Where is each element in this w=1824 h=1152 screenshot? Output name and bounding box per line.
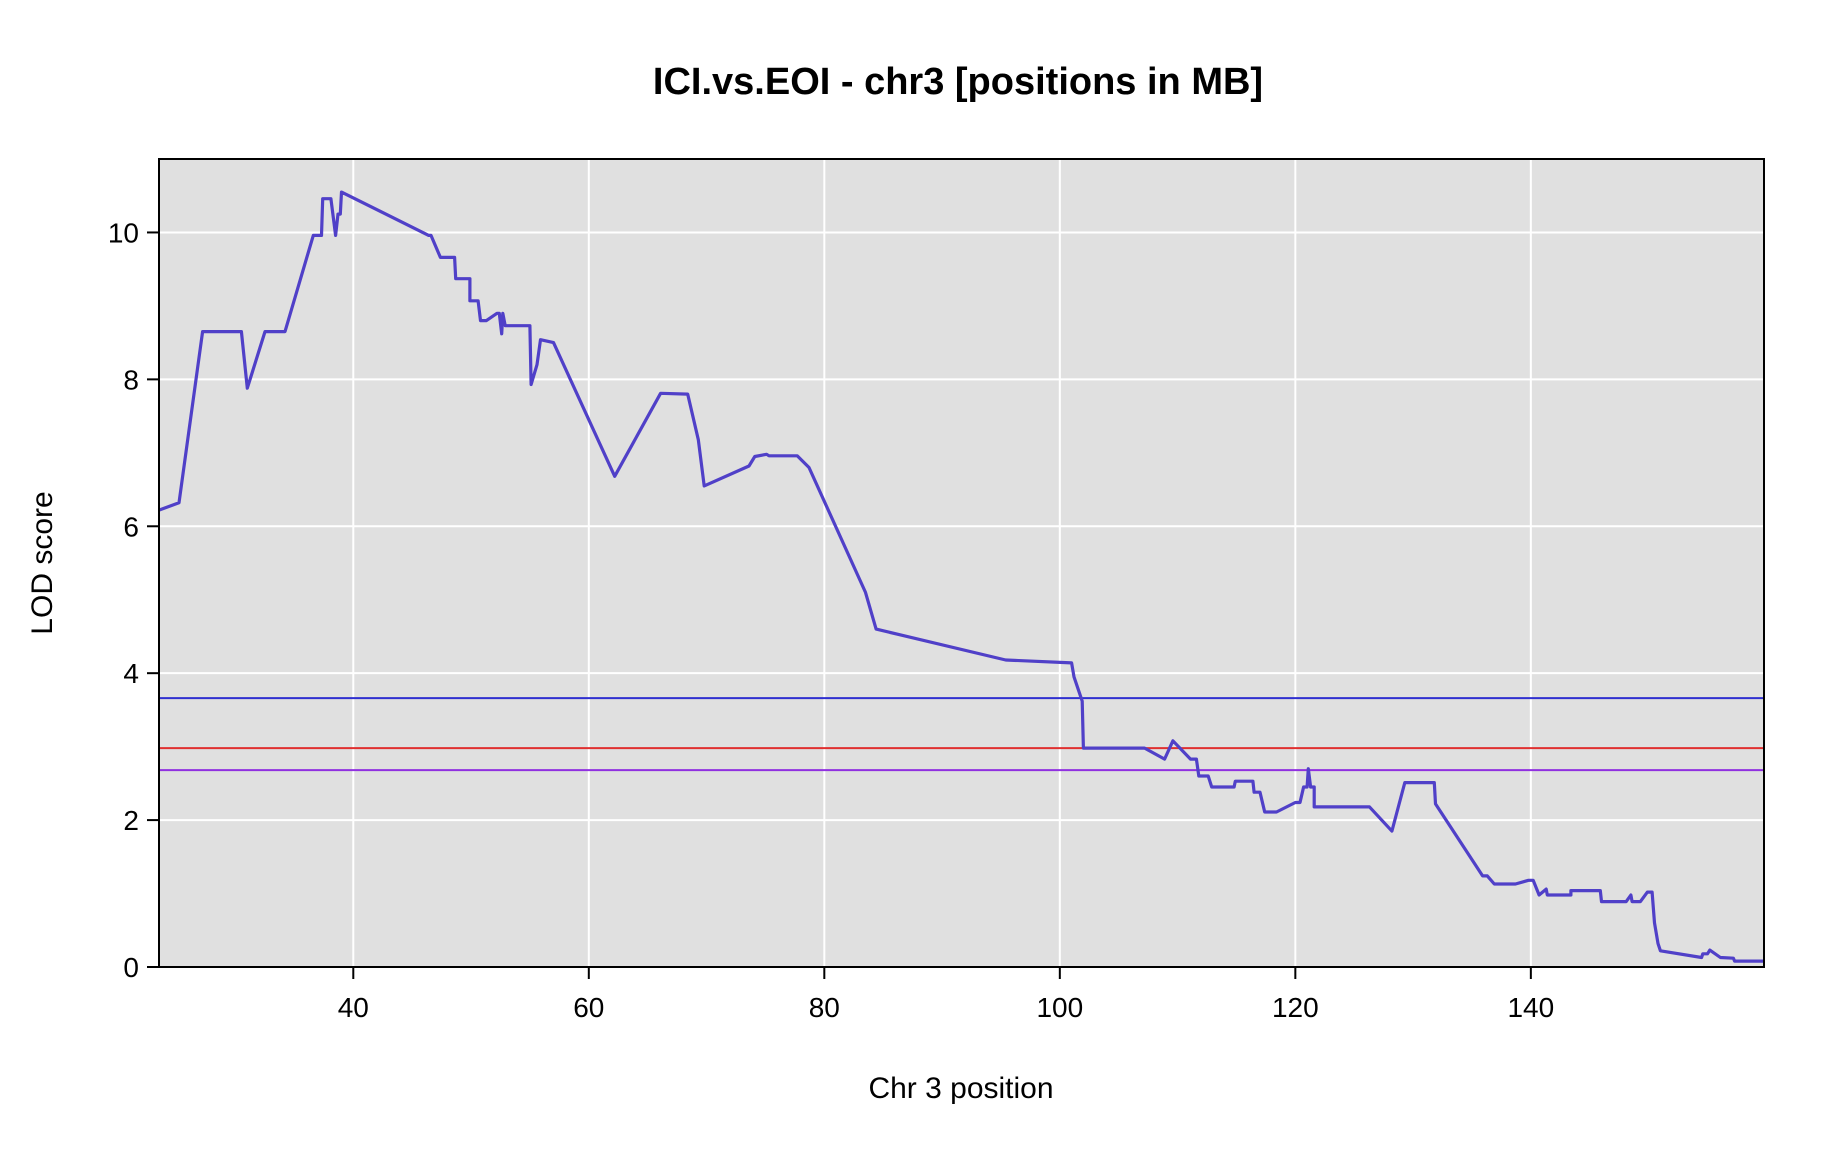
y-axis: 0 2 4 6 8 10: [108, 217, 159, 983]
chart-title: ICI.vs.EOI - chr3 [positions in MB]: [653, 61, 1263, 103]
series-group: [158, 190, 1764, 963]
plot-background: [159, 159, 1764, 967]
x-axis: 40 60 80 100 120 140: [338, 967, 1554, 1023]
y-tick-label: 6: [123, 511, 139, 542]
threshold-lines: [159, 697, 1764, 772]
y-tick-label: 4: [123, 658, 139, 689]
y-axis-label: LOD score: [26, 491, 59, 634]
lod-series-line: [158, 190, 1764, 963]
y-tick-label: 2: [123, 805, 139, 836]
x-tick-label: 100: [1036, 992, 1083, 1023]
x-axis-label: Chr 3 position: [868, 1072, 1053, 1105]
y-tick-label: 0: [123, 952, 139, 983]
plot-border: [158, 158, 1765, 968]
x-tick-label: 120: [1272, 992, 1319, 1023]
x-tick-label: 80: [809, 992, 840, 1023]
x-tick-label: 140: [1507, 992, 1554, 1023]
y-tick-label: 10: [108, 217, 139, 248]
y-tick-label: 8: [123, 364, 139, 395]
x-tick-label: 60: [573, 992, 604, 1023]
x-tick-label: 40: [338, 992, 369, 1023]
